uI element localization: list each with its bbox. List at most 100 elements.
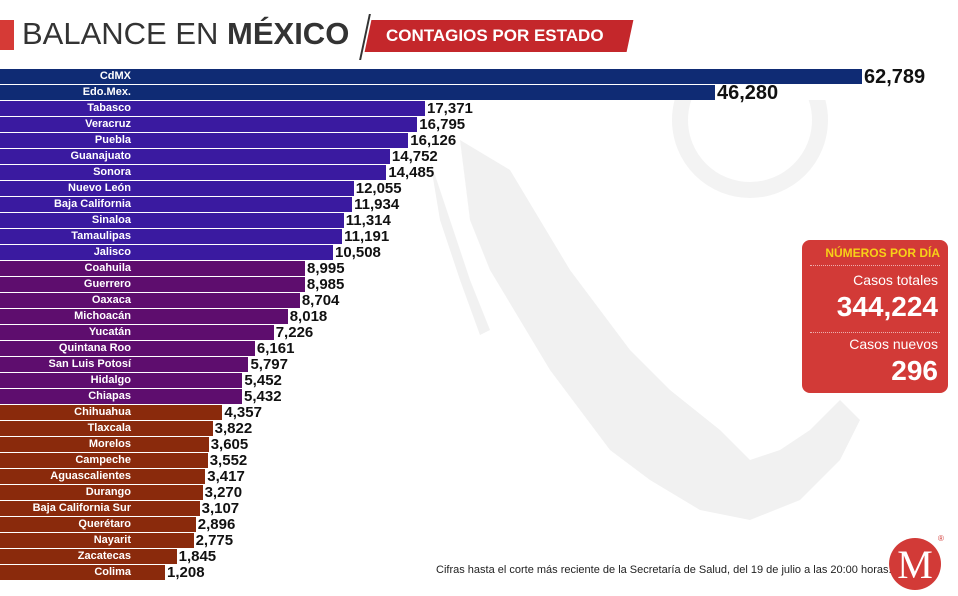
- bar-value-label: 1,208: [167, 564, 205, 581]
- new-cases-value: 296: [891, 355, 938, 386]
- bar: [0, 405, 223, 420]
- bar-value-label: 8,995: [307, 260, 345, 277]
- bar-category-label: Jalisco: [93, 246, 131, 258]
- bar-category-label: Edo.Mex.: [82, 86, 131, 98]
- bar-category-label: Veracruz: [85, 118, 131, 130]
- bar-category-label: Tlaxcala: [87, 422, 131, 434]
- bar: [0, 245, 333, 260]
- bar-category-label: Nayarit: [93, 534, 131, 546]
- bar-value-label: 3,822: [214, 420, 253, 437]
- bar-chart: CdMX 62,789 Edo.Mex. 46,280 Tabasco 17,371 Ver…: [0, 66, 958, 589]
- bar-category-label: Hidalgo: [90, 374, 131, 386]
- daily-numbers-panel: NÚMEROS POR DÍA Casos totales 344,224 Ca…: [802, 240, 948, 393]
- bar: [0, 485, 203, 500]
- panel-separator: [810, 332, 940, 333]
- bar-value-label: 10,508: [335, 244, 381, 261]
- bar-value-label: 12,055: [355, 180, 402, 197]
- bar: [0, 517, 196, 532]
- page-title: BALANCE EN MÉXICO: [22, 16, 349, 52]
- bar-value-label: 5,797: [250, 356, 288, 373]
- total-cases-label: Casos totales: [853, 272, 938, 288]
- panel-header: NÚMEROS POR DÍA: [825, 246, 940, 260]
- bar-category-label: Puebla: [94, 134, 131, 146]
- bar: [0, 565, 165, 580]
- header: BALANCE EN MÉXICO CONTAGIOS POR ESTADO: [0, 14, 660, 60]
- bar-category-label: Quintana Roo: [58, 342, 131, 354]
- bar-category-label: Zacatecas: [77, 550, 131, 562]
- bar-value-label: 8,985: [306, 276, 345, 293]
- bar-value-label: 16,126: [410, 132, 457, 149]
- bar: [0, 117, 418, 132]
- bar-value-label: 14,752: [391, 148, 438, 165]
- bar: [0, 325, 274, 340]
- bar: [0, 261, 305, 276]
- bar-category-label: CdMX: [99, 70, 131, 82]
- bar: [0, 341, 255, 356]
- bar: [0, 293, 300, 308]
- bar-value-label: 6,161: [256, 340, 295, 357]
- bar: [0, 501, 200, 516]
- source-note: Cifras hasta el corte más reciente de la…: [436, 564, 892, 576]
- bar-value-label: 7,226: [275, 324, 314, 341]
- bar-value-label: 11,314: [345, 212, 391, 229]
- bar-category-label: Coahuila: [84, 262, 131, 274]
- bar: [0, 165, 387, 180]
- bar: [0, 533, 194, 548]
- bar-value-label: 46,280: [717, 82, 779, 104]
- bar-category-label: Querétaro: [78, 518, 131, 530]
- bar: [0, 229, 343, 244]
- bar-category-label: Sinaloa: [91, 214, 131, 226]
- bar-value-label: 3,605: [210, 436, 249, 453]
- bar-value-label: 3,417: [207, 468, 245, 485]
- bar: [0, 373, 243, 388]
- bar: [0, 213, 344, 228]
- bar-category-label: Sonora: [93, 166, 131, 178]
- bar-category-label: Aguascalientes: [50, 470, 131, 482]
- bar-value-label: 8,704: [301, 292, 340, 309]
- bar-value-label: 3,270: [204, 484, 243, 501]
- bar: [0, 277, 305, 292]
- bar: [0, 181, 354, 196]
- bar-category-label: Guerrero: [83, 278, 131, 290]
- bar-value-label: 4,357: [224, 404, 262, 421]
- bar-value-label: 2,896: [197, 516, 236, 533]
- bar-category-label: Yucatán: [88, 326, 131, 338]
- bar: [0, 549, 177, 564]
- bar-value-label: 5,452: [244, 372, 282, 389]
- bar: [0, 101, 425, 116]
- bar-value-label: 5,432: [244, 388, 282, 405]
- bar-value-label: 11,191: [344, 228, 390, 245]
- bar-category-label: Campeche: [75, 454, 131, 466]
- bar: [0, 421, 213, 436]
- bar-value-label: 14,485: [388, 164, 435, 181]
- bar-value-label: 3,107: [201, 500, 240, 517]
- registered-mark: ®: [938, 534, 944, 543]
- bar: [0, 197, 353, 212]
- bar-category-label: Baja California Sur: [32, 502, 131, 514]
- mexico-map-background: [430, 100, 860, 520]
- bar-category-label: Chihuahua: [74, 406, 131, 418]
- total-cases-value: 344,224: [836, 291, 938, 322]
- bar-category-label: Colima: [94, 566, 131, 578]
- bar-category-label: Tabasco: [87, 102, 131, 114]
- bar-value-label: 17,371: [427, 100, 473, 117]
- bar: [0, 85, 715, 100]
- bar-category-label: Chiapas: [88, 390, 131, 402]
- bar-category-label: Tamaulipas: [71, 230, 131, 242]
- bar: [0, 389, 242, 404]
- bar-value-label: 16,795: [419, 116, 466, 133]
- bar-category-label: Durango: [85, 486, 131, 498]
- bar-value-label: 62,789: [864, 66, 926, 88]
- bar: [0, 437, 209, 452]
- subtitle: CONTAGIOS POR ESTADO: [386, 26, 604, 45]
- bar-value-label: 11,934: [354, 196, 400, 213]
- bar: [0, 469, 206, 484]
- milenio-logo: M: [889, 538, 941, 590]
- bar-category-label: Oaxaca: [91, 294, 131, 306]
- bar: [0, 133, 409, 148]
- bar: [0, 357, 249, 372]
- bar-value-label: 3,552: [209, 452, 248, 469]
- bar-value-label: 2,775: [195, 532, 234, 549]
- bar-category-label: Michoacán: [74, 310, 131, 322]
- bar: [0, 149, 390, 164]
